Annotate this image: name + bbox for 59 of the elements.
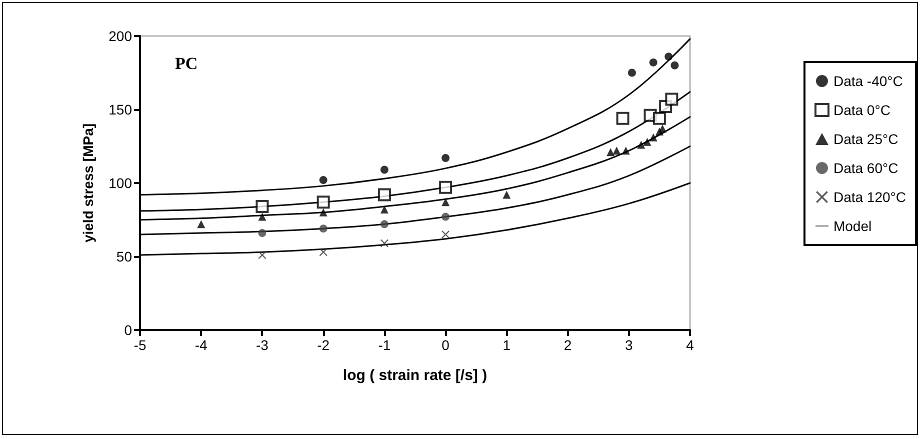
point	[442, 198, 450, 206]
point	[616, 112, 630, 125]
point	[442, 230, 450, 238]
point	[197, 220, 206, 228]
x-tick-label: 1	[502, 337, 511, 353]
point	[319, 208, 328, 216]
x-tick-label: -3	[256, 337, 269, 353]
point	[649, 58, 658, 66]
point	[258, 212, 266, 221]
x-tick-label: 0	[442, 337, 450, 353]
point	[380, 239, 388, 248]
legend-label: Data -40°C	[833, 73, 903, 89]
point	[442, 212, 450, 221]
y-tick-label: 150	[108, 102, 132, 118]
point	[628, 68, 636, 77]
x-tick-label: -2	[317, 337, 330, 353]
legend-label: Data 120°C	[833, 189, 906, 205]
legend-label: Model	[833, 218, 872, 234]
point	[319, 176, 328, 184]
point	[439, 180, 452, 194]
annotation: PC	[175, 54, 198, 73]
point	[380, 166, 388, 174]
point	[380, 205, 388, 214]
y-tick-label: 50	[116, 248, 132, 264]
point	[502, 190, 511, 199]
point	[319, 224, 328, 233]
point	[612, 146, 621, 155]
point	[658, 124, 666, 133]
x-axis-title: log ( strain rate [/s] )	[342, 367, 488, 384]
point	[665, 92, 678, 106]
y-tick-label: 0	[124, 322, 132, 338]
x-tick-label: -4	[194, 337, 208, 353]
point	[606, 148, 615, 156]
x-tick-label: -1	[378, 337, 391, 353]
point	[442, 154, 450, 162]
x-tick-label: 4	[686, 337, 694, 353]
point	[258, 251, 266, 260]
legend-label: Data 60°C	[833, 160, 898, 176]
point	[652, 112, 666, 125]
y-axis-title: yield stress [MPa]	[80, 123, 96, 243]
point	[380, 220, 388, 228]
point	[316, 196, 330, 209]
point	[649, 133, 658, 142]
y-tick-label: 100	[108, 175, 132, 191]
point	[378, 188, 391, 202]
point	[643, 138, 652, 146]
point	[664, 52, 673, 61]
x-tick-label: 3	[624, 337, 633, 353]
point	[256, 200, 269, 214]
x-tick-label: -5	[134, 337, 146, 353]
y-tick-label: 200	[108, 28, 132, 44]
point	[670, 61, 679, 70]
x-tick-label: 2	[564, 337, 572, 353]
point	[622, 146, 630, 155]
point	[637, 140, 646, 149]
point	[319, 248, 328, 256]
point	[258, 228, 266, 237]
legend-label: Data 0°C	[833, 102, 890, 118]
legend-label: Data 25°C	[833, 131, 898, 147]
